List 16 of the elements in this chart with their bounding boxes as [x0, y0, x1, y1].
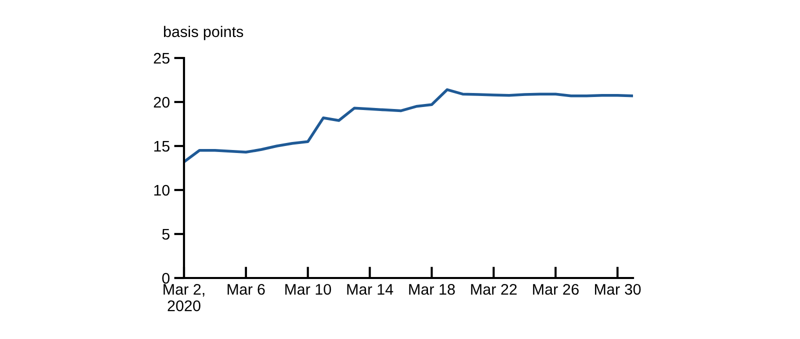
y-tick-label: 5 — [162, 229, 170, 240]
y-tick-label: 20 — [154, 96, 170, 108]
x-tick-label: Mar 10 — [285, 284, 332, 295]
y-tick-label: 15 — [154, 141, 170, 152]
y-axis-title: basis points — [164, 26, 244, 40]
y-tick-label: 0 — [162, 272, 170, 284]
y-tick-label: 10 — [154, 184, 170, 196]
x-tick-label: Mar 22 — [471, 284, 517, 295]
x-tick-label: Mar 14 — [347, 284, 394, 295]
x-tick-label: Mar 2, 2020 — [164, 284, 204, 312]
line-series — [184, 88, 633, 164]
x-tick-label: Mar 26 — [533, 284, 579, 295]
y-tick-label: 25 — [154, 52, 170, 64]
x-tick-label: Mar 18 — [409, 284, 455, 295]
x-tick-label: Mar 30 — [595, 284, 641, 295]
x-tick-label: Mar 6 — [228, 284, 265, 295]
